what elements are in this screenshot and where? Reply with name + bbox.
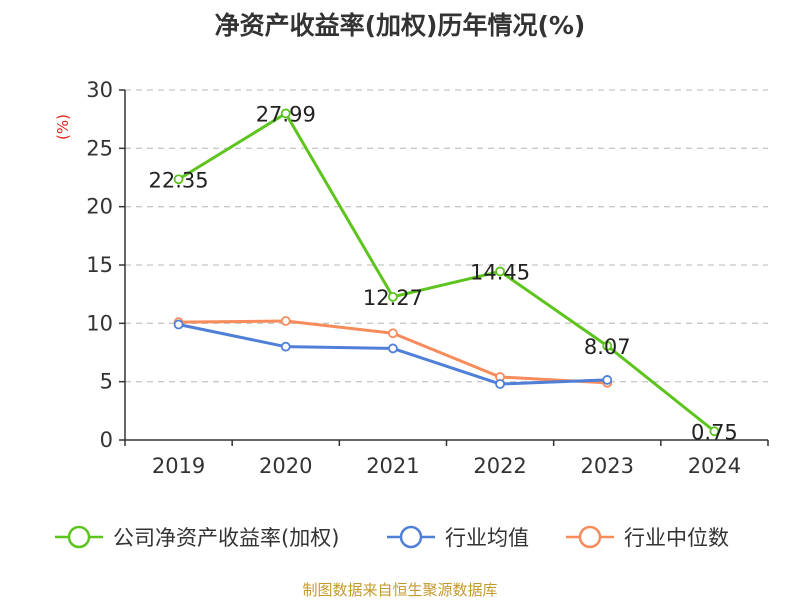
legend-marker-2	[578, 525, 602, 549]
x-tick-label-2020: 2020	[259, 454, 312, 478]
data-point-s0-2019	[173, 174, 184, 185]
y-tick-label-5: 5	[100, 370, 113, 394]
data-point-s1-2019	[173, 319, 184, 330]
data-point-s2-2020	[280, 316, 291, 326]
data-label-2024: 0.75	[691, 420, 738, 444]
data-point-s0-2021	[388, 291, 398, 302]
y-tick-label-25: 25	[86, 136, 113, 160]
legend-label-1: 行业均值	[445, 526, 529, 550]
data-point-s0-2022	[495, 266, 505, 277]
y-tick-label-15: 15	[86, 253, 113, 277]
y-tick-label-0: 0	[100, 428, 113, 452]
data-label-2023: 8.07	[584, 335, 631, 359]
data-point-s1-2023	[602, 375, 613, 385]
data-label-2022: 14.45	[470, 260, 530, 284]
data-point-s1-2022	[495, 379, 505, 389]
y-tick-label-20: 20	[86, 195, 113, 219]
x-tick-label-2022: 2022	[473, 454, 526, 478]
x-tick-label-2023: 2023	[581, 454, 634, 478]
data-point-s0-2023	[602, 340, 613, 351]
legend-marker-1	[399, 525, 423, 549]
data-point-s0-2024	[709, 426, 720, 437]
y-axis-unit-label: (%)	[54, 114, 72, 140]
data-point-s0-2020	[280, 108, 291, 119]
series-line-0	[177, 111, 716, 433]
y-tick-label-10: 10	[86, 311, 113, 335]
data-label-2019: 22.35	[149, 168, 209, 192]
legend: 公司净资产收益率(加权) 行业均值 行业中位数	[55, 525, 729, 550]
data-point-s2-2021	[388, 328, 398, 339]
legend-item-1: 行业均值	[387, 525, 529, 550]
grid-lines	[125, 89, 768, 383]
x-tick-label-2019: 2019	[152, 454, 205, 478]
source-note: 制图数据来自恒生聚源数据库	[302, 581, 498, 599]
legend-label-0: 公司净资产收益率(加权)	[113, 526, 339, 550]
data-labels: 22.35 27.99 12.27 14.45 8.07 0.75	[149, 102, 738, 444]
x-tick-label-2021: 2021	[366, 454, 419, 478]
axes: 0 5 10 15 20 25 30 2019 2020 2021 2022 2023 2024	[86, 78, 769, 478]
legend-marker-0	[67, 525, 91, 549]
x-tick-label-2024: 2024	[688, 454, 741, 478]
series	[173, 108, 720, 437]
legend-item-2: 行业中位数	[566, 525, 729, 550]
legend-item-0: 公司净资产收益率(加权)	[55, 525, 339, 550]
legend-label-2: 行业中位数	[624, 526, 729, 550]
data-point-s1-2021	[388, 343, 398, 354]
chart-title: 净资产收益率(加权)历年情况(%)	[214, 11, 586, 40]
data-label-2021: 12.27	[363, 286, 423, 310]
data-label-2020: 27.99	[256, 102, 316, 126]
y-tick-label-30: 30	[86, 78, 113, 102]
data-point-s1-2020	[280, 341, 291, 352]
